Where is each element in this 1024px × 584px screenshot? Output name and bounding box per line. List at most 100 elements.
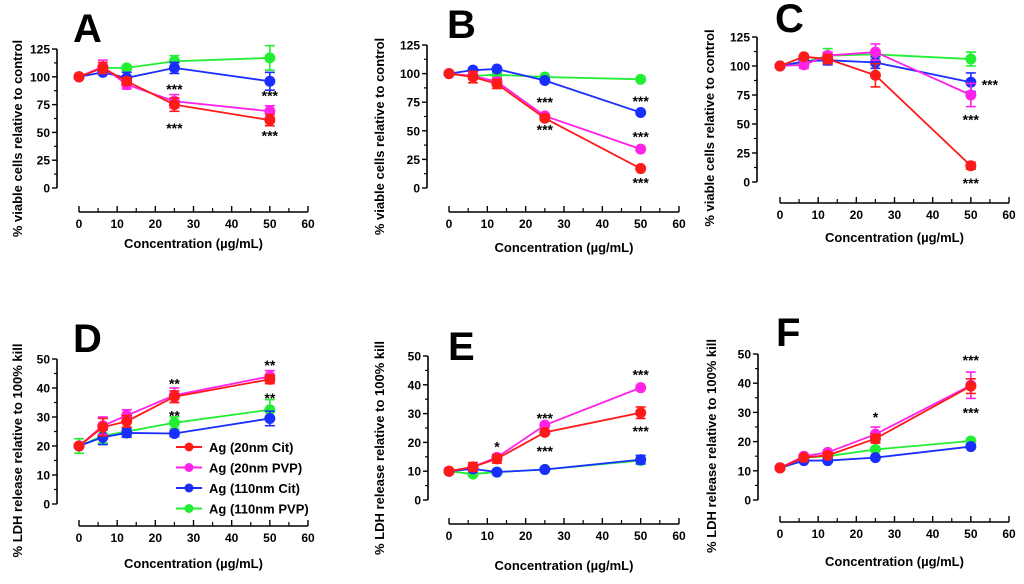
data-point <box>121 427 133 439</box>
significance-marker: ** <box>169 408 180 424</box>
legend: Ag (20nm Cit) Ag (20nm PVP) Ag (110nm Cit)… <box>176 440 309 517</box>
legend-marker <box>184 504 194 513</box>
significance-marker: *** <box>963 352 980 368</box>
y-tick-label: 75 <box>737 89 751 103</box>
x-tick-label: 30 <box>888 208 902 222</box>
significance-marker: *** <box>632 423 649 439</box>
x-tick-label: 40 <box>926 527 940 541</box>
panel-e: E 0 10 20 30 40 50 0 10 20 30 40 50 60 Concentration (… <box>372 325 686 573</box>
x-tick-label: 20 <box>519 529 533 543</box>
legend-item: Ag (110nm Cit) <box>176 481 300 496</box>
y-tick-label: 125 <box>730 31 750 45</box>
series-ag-20nm-cit <box>443 68 647 175</box>
legend-label: Ag (110nm Cit) <box>209 481 300 496</box>
y-tick-label: 0 <box>744 494 751 508</box>
y-axis-label: % viable cells relative to control <box>10 40 25 237</box>
x-tick-label: 40 <box>596 529 610 543</box>
panel-letter: E <box>448 325 475 369</box>
x-tick-label: 30 <box>187 531 201 545</box>
data-point <box>264 404 276 416</box>
significance-marker: *** <box>166 81 183 97</box>
significance-marker: *** <box>963 111 980 127</box>
panel-c: C 0 25 50 75 100 125 0 10 20 30 40 50 60 Concentration… <box>702 0 1016 245</box>
y-axis-label: % LDH release relative to 100% kill <box>704 339 719 553</box>
data-point <box>965 53 977 65</box>
x-tick-label: 0 <box>446 217 453 231</box>
significance-marker: * <box>494 439 500 455</box>
x-tick-label: 50 <box>263 531 277 545</box>
x-tick-label: 60 <box>1002 208 1016 222</box>
data-point <box>443 68 455 80</box>
y-tick-label: 75 <box>407 96 421 110</box>
x-tick-label: 0 <box>777 527 784 541</box>
data-point <box>965 89 977 101</box>
data-point <box>965 380 977 392</box>
data-point <box>869 69 881 81</box>
significance-marker: *** <box>537 443 554 459</box>
data-point <box>168 417 180 429</box>
x-tick-label: 0 <box>777 208 784 222</box>
x-tick-label: 0 <box>76 217 83 231</box>
y-tick-label: 125 <box>30 43 50 57</box>
legend-label: Ag (20nm Cit) <box>209 440 294 455</box>
data-point <box>491 63 503 75</box>
significance-marker: *** <box>262 128 279 144</box>
y-tick-label: 25 <box>407 153 421 167</box>
x-tick-label: 60 <box>672 217 686 231</box>
data-point <box>539 426 551 438</box>
y-tick-label: 10 <box>408 465 422 479</box>
significance-marker: *** <box>963 175 980 191</box>
x-tick-label: 10 <box>481 529 495 543</box>
data-point <box>491 78 503 90</box>
y-tick-label: 0 <box>43 498 50 512</box>
data-point <box>539 463 551 475</box>
data-point <box>264 75 276 87</box>
data-point <box>121 62 133 74</box>
y-axis-label: % LDH release relative to 100% kill <box>372 341 387 555</box>
data-point <box>869 452 881 464</box>
y-tick-label: 50 <box>407 124 421 138</box>
x-tick-label: 20 <box>519 217 533 231</box>
panel-b: B 0 25 50 75 100 125 0 10 20 30 40 50 60 Concentration… <box>372 3 686 255</box>
x-tick-label: 60 <box>672 529 686 543</box>
x-tick-label: 10 <box>110 531 124 545</box>
significance-marker: *** <box>982 77 999 93</box>
y-tick-label: 0 <box>414 494 421 508</box>
x-axis-label: Concentration (µg/mL) <box>825 230 964 245</box>
data-point <box>774 60 786 72</box>
x-tick-label: 10 <box>811 208 825 222</box>
panel-a: A 0 25 50 75 100 125 0 10 20 30 40 50 60 Concentration… <box>10 7 315 251</box>
x-tick-label: 40 <box>225 531 239 545</box>
data-point <box>965 76 977 88</box>
data-point <box>467 71 479 83</box>
data-point <box>168 391 180 403</box>
y-tick-label: 0 <box>743 176 750 190</box>
significance-marker: ** <box>264 390 275 406</box>
y-tick-label: 125 <box>400 39 420 53</box>
data-point <box>774 462 786 474</box>
data-point <box>264 373 276 385</box>
y-tick-label: 20 <box>37 440 51 454</box>
y-tick-label: 50 <box>738 348 752 362</box>
significance-marker: *** <box>537 122 554 138</box>
x-tick-label: 50 <box>964 527 978 541</box>
x-tick-label: 10 <box>481 217 495 231</box>
significance-marker: ** <box>169 376 180 392</box>
series-ag-20nm-cit <box>443 406 647 477</box>
y-tick-label: 50 <box>408 350 422 364</box>
y-tick-label: 0 <box>43 182 50 196</box>
data-point <box>264 412 276 424</box>
data-point <box>798 452 810 464</box>
x-tick-label: 60 <box>301 531 315 545</box>
legend-item: Ag (110nm PVP) <box>176 502 309 517</box>
data-point <box>635 382 647 394</box>
x-axis-label: Concentration (µg/mL) <box>124 236 263 251</box>
x-tick-label: 40 <box>596 217 610 231</box>
y-tick-label: 40 <box>738 377 752 391</box>
significance-marker: *** <box>963 404 980 420</box>
y-tick-label: 50 <box>37 353 51 367</box>
y-tick-label: 40 <box>408 378 422 392</box>
y-tick-label: 75 <box>37 98 51 112</box>
y-tick-label: 25 <box>737 147 751 161</box>
data-point <box>264 52 276 64</box>
